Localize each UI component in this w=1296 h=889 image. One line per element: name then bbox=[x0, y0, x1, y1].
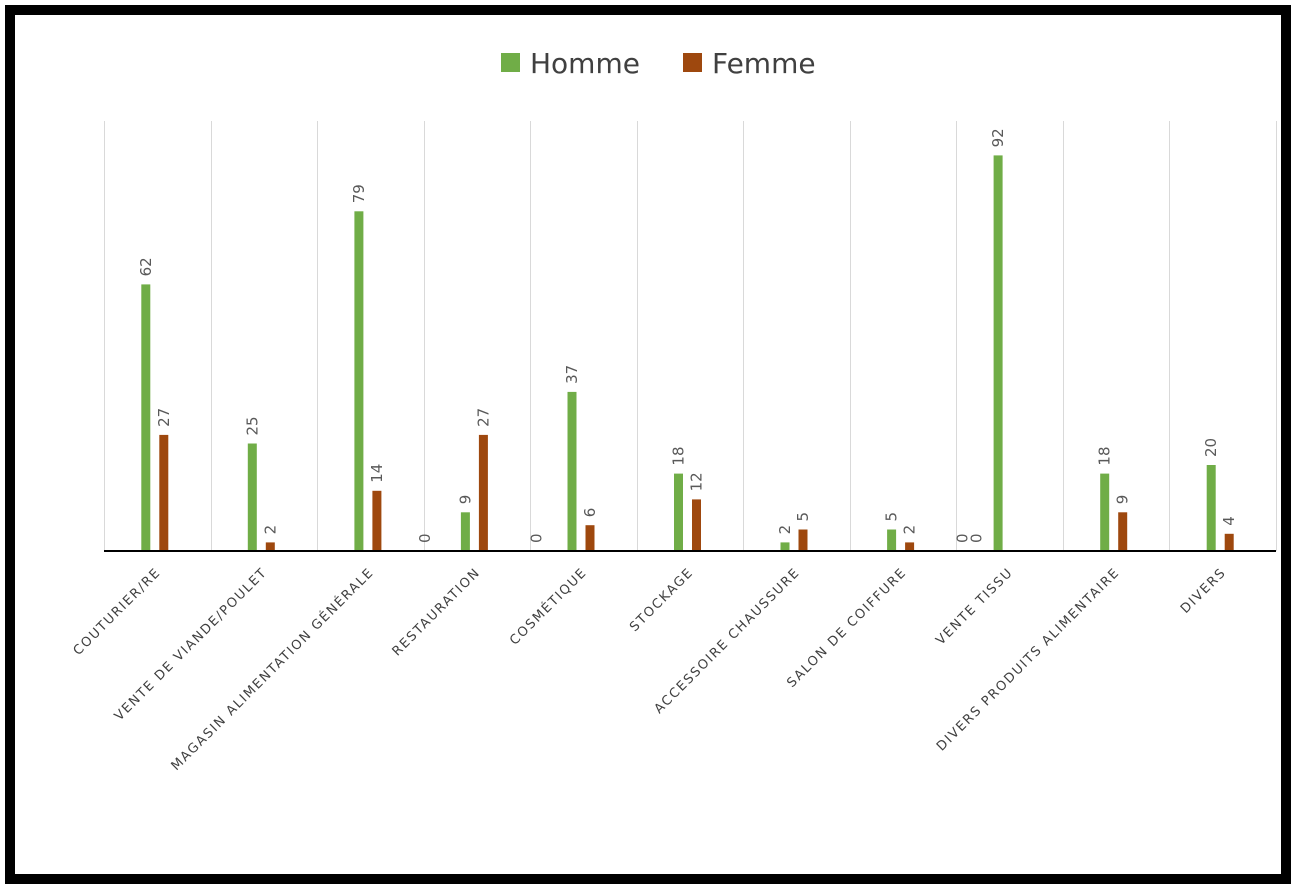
legend: Homme Femme bbox=[501, 47, 816, 80]
bar bbox=[141, 284, 151, 551]
data-label: 18 bbox=[1096, 447, 1114, 466]
data-label: 2 bbox=[261, 525, 279, 535]
bar bbox=[887, 529, 897, 551]
category-label: COUTURIER/RE bbox=[71, 565, 165, 659]
bar bbox=[159, 434, 169, 551]
bars bbox=[141, 155, 1234, 552]
category-label: MAGASIN ALIMENTATION GÉNÉRALE bbox=[168, 565, 377, 774]
chart-frame bbox=[5, 5, 1291, 884]
data-label: 4 bbox=[1220, 516, 1238, 526]
legend-swatch-homme bbox=[501, 53, 520, 72]
bar bbox=[692, 499, 701, 551]
category-label: SALON DE COIFFURE bbox=[784, 565, 910, 691]
category-label: VENTE TISSU bbox=[933, 565, 1016, 648]
category-label: RESTAURATION bbox=[390, 565, 484, 659]
data-label: 5 bbox=[794, 512, 812, 522]
data-label: 2 bbox=[901, 525, 919, 535]
bar bbox=[567, 391, 577, 551]
data-label: 27 bbox=[474, 408, 492, 427]
data-label: 62 bbox=[137, 257, 155, 276]
data-label: 25 bbox=[243, 416, 261, 435]
category-label: DIVERS bbox=[1178, 565, 1230, 617]
data-label: 0 bbox=[416, 533, 434, 543]
legend-label-homme: Homme bbox=[530, 47, 640, 80]
data-label: 20 bbox=[1202, 438, 1220, 457]
gridlines bbox=[104, 121, 1277, 551]
bar bbox=[585, 525, 595, 551]
bar bbox=[674, 473, 683, 551]
data-label: 6 bbox=[581, 508, 599, 518]
bar bbox=[372, 490, 382, 551]
bar bbox=[354, 211, 364, 552]
category-label: STOCKAGE bbox=[627, 565, 697, 635]
bar bbox=[265, 542, 275, 551]
data-label: 2 bbox=[776, 525, 794, 535]
bar bbox=[247, 443, 257, 551]
data-label: 92 bbox=[989, 128, 1007, 147]
data-label: 18 bbox=[670, 447, 688, 466]
data-label: 37 bbox=[563, 365, 581, 384]
data-label: 79 bbox=[350, 184, 368, 203]
data-label: 0 bbox=[968, 533, 986, 543]
data-label: 27 bbox=[155, 408, 173, 427]
data-label: 9 bbox=[1114, 495, 1132, 505]
bar bbox=[798, 529, 808, 551]
category-label: COSMÉTIQUE bbox=[506, 565, 590, 649]
bar bbox=[993, 155, 1003, 551]
legend-swatch-femme bbox=[683, 53, 702, 72]
bar bbox=[1118, 512, 1128, 551]
legend-label-femme: Femme bbox=[712, 47, 816, 80]
category-label: DIVERS PRODUITS ALIMENTAIRE bbox=[934, 565, 1123, 754]
bar bbox=[1100, 473, 1110, 551]
data-label: 14 bbox=[368, 464, 386, 483]
bar bbox=[780, 542, 790, 551]
data-label: 12 bbox=[688, 472, 706, 491]
data-label: 5 bbox=[883, 512, 901, 522]
bar bbox=[1206, 465, 1216, 551]
data-label: 9 bbox=[456, 495, 474, 505]
bar bbox=[1224, 533, 1234, 551]
bar bbox=[460, 512, 470, 551]
bar bbox=[478, 434, 488, 551]
data-label: 0 bbox=[528, 533, 546, 543]
bar bbox=[905, 542, 915, 551]
data-label: 0 bbox=[954, 533, 972, 543]
